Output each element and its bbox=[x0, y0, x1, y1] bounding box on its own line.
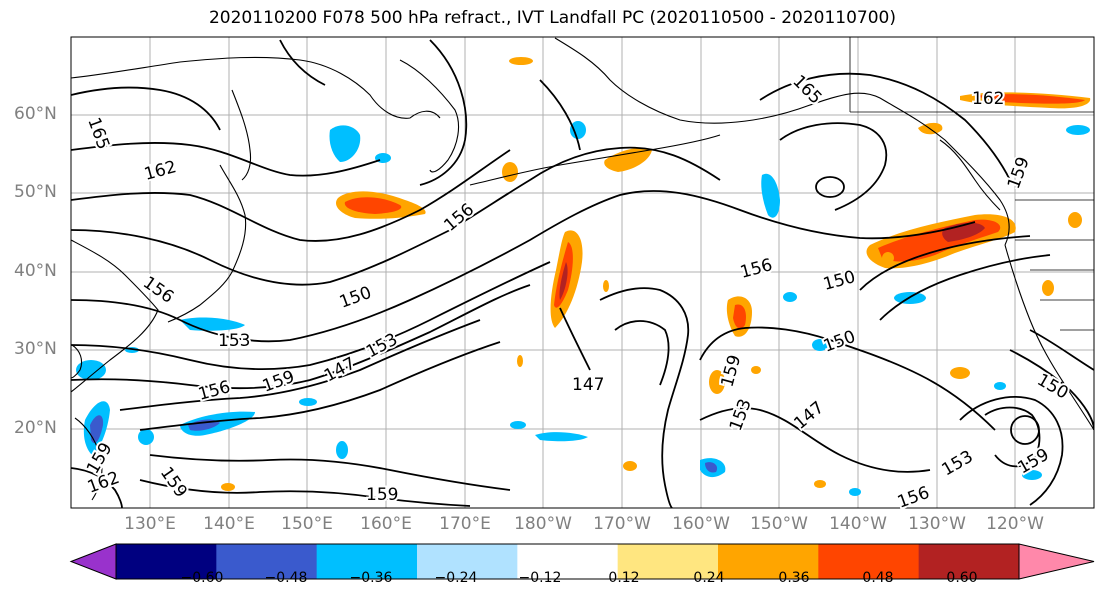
colorbar-tick: 0.24 bbox=[693, 570, 725, 586]
map-border bbox=[70, 36, 1095, 509]
lon-label: 140°W bbox=[829, 514, 887, 534]
colorbar-tick: −0.48 bbox=[264, 570, 308, 586]
lon-label: 140°E bbox=[203, 514, 255, 534]
colorbar-tick: 0.48 bbox=[862, 570, 894, 586]
lat-label: 30°N bbox=[14, 339, 57, 359]
lon-label: 130°E bbox=[124, 514, 176, 534]
patch-japan-blue bbox=[329, 125, 361, 162]
patch-midpac-blue bbox=[535, 432, 588, 442]
patch-150w-core bbox=[733, 304, 746, 329]
contour-lines bbox=[71, 39, 1094, 508]
colorbar-tick: −0.12 bbox=[518, 570, 562, 586]
patch-central-dark bbox=[559, 262, 568, 300]
colorbar-tick: −0.60 bbox=[180, 570, 224, 586]
patch-alaska bbox=[604, 148, 652, 172]
coast-west-us bbox=[1004, 244, 1094, 431]
coastlines bbox=[71, 37, 1094, 501]
lon-label: 120°W bbox=[986, 514, 1044, 534]
contour-label: 147 bbox=[572, 375, 604, 395]
coast-alaska bbox=[554, 37, 1010, 246]
coast-philippines bbox=[74, 417, 103, 501]
lon-label: 150°E bbox=[281, 514, 333, 534]
patch-philippines-core bbox=[90, 415, 104, 444]
lat-label: 60°N bbox=[14, 104, 57, 124]
coast-korea-china bbox=[71, 239, 159, 393]
coast-taiwan bbox=[71, 344, 83, 379]
lat-label: 40°N bbox=[14, 261, 57, 281]
lat-label: 50°N bbox=[14, 182, 57, 202]
patch-okhotsk-core bbox=[344, 197, 402, 214]
borders bbox=[849, 37, 1094, 331]
colorbar-tick: 0.12 bbox=[608, 570, 640, 586]
map-title: 2020110200 F078 500 hPa refract., IVT La… bbox=[208, 8, 896, 28]
lon-label: 160°E bbox=[360, 514, 412, 534]
colorbar-tick: −0.36 bbox=[349, 570, 393, 586]
lon-label: 180°W bbox=[514, 514, 572, 534]
coast-japan bbox=[167, 164, 247, 323]
coast-kamchatka bbox=[399, 59, 460, 173]
patch-north-right-core bbox=[975, 94, 1085, 104]
lon-label: 150°W bbox=[750, 514, 808, 534]
lon-label: 130°W bbox=[908, 514, 966, 534]
patch-alaska-blue bbox=[761, 173, 780, 218]
lon-label: 170°W bbox=[593, 514, 651, 534]
patch-165w-core bbox=[705, 462, 718, 473]
contour-label: 159 bbox=[366, 485, 398, 505]
colorbar-tick: −0.24 bbox=[434, 570, 478, 586]
coast-russia-far-east bbox=[71, 56, 441, 119]
lon-label: 170°E bbox=[439, 514, 491, 534]
contour-label: 162 bbox=[972, 89, 1004, 109]
coast-bc bbox=[939, 139, 1001, 211]
lon-label: 160°W bbox=[672, 514, 730, 534]
contour-label: 153 bbox=[218, 331, 250, 351]
coast-aleutians bbox=[469, 134, 721, 186]
lat-label: 20°N bbox=[14, 418, 57, 438]
colorbar-tick: 0.60 bbox=[946, 570, 978, 586]
colorbar-tick: 0.36 bbox=[778, 570, 810, 586]
coast-sakhalin bbox=[231, 89, 252, 181]
